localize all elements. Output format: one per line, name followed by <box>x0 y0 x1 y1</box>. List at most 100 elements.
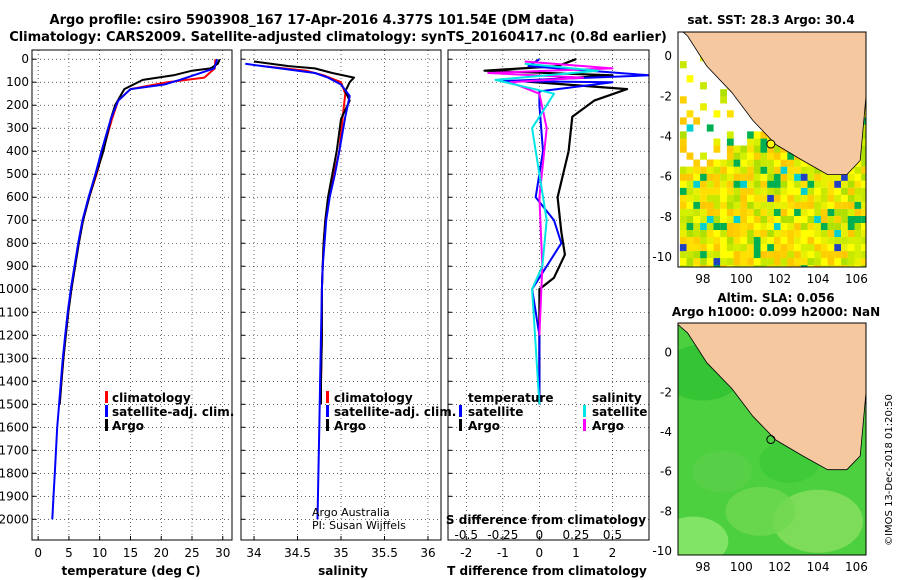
sst-cell <box>773 152 781 160</box>
sal-argo-line <box>253 60 355 405</box>
sst-map-body <box>678 32 866 267</box>
sst-cell <box>753 208 761 216</box>
sla-map: 98 100 102 104 106 0 -2 -4 -6 -8 -10 <box>652 322 868 574</box>
sst-cell <box>713 215 721 223</box>
sst-cell <box>693 265 701 267</box>
x-tick-label: 15 <box>123 546 138 560</box>
sst-cell <box>814 265 821 267</box>
sst-cell <box>767 159 774 167</box>
sst-cell <box>814 215 821 223</box>
sst-cell <box>807 208 815 216</box>
sst-cell <box>800 243 808 252</box>
sst-cell <box>706 250 714 259</box>
sst-cell <box>679 265 687 267</box>
sst-cell <box>747 166 754 174</box>
sst-cell <box>706 180 714 188</box>
sst-cell <box>753 229 761 237</box>
sst-cell <box>780 159 788 167</box>
sst-cell <box>827 236 835 245</box>
sst-cell <box>794 215 801 223</box>
sst-cell <box>773 173 781 181</box>
sst-cell <box>713 159 721 167</box>
sst-cell <box>720 159 727 167</box>
sst-cell <box>820 265 828 267</box>
sst-cell <box>827 258 835 266</box>
sst-cell <box>700 243 707 252</box>
sst-cell <box>773 236 781 245</box>
sst-cell <box>733 229 741 237</box>
sst-cell <box>700 222 707 230</box>
header-line1: Argo profile: csiro 5903908_167 17-Apr-2… <box>50 13 575 28</box>
sst-cell <box>847 180 855 188</box>
legend-argo-swatch <box>105 419 108 431</box>
sst-cell <box>693 250 701 259</box>
sst-cell <box>841 208 848 216</box>
sst-cell <box>834 201 842 209</box>
sst-cell <box>780 208 788 216</box>
x-tick-label: 20 <box>154 546 169 560</box>
sst-cell <box>726 236 734 245</box>
sst-cell <box>720 265 727 267</box>
sst-cell <box>787 180 795 188</box>
sst-cell <box>773 187 781 195</box>
sst-cell <box>827 194 835 202</box>
sst-cell <box>780 229 788 237</box>
sst-cell <box>847 187 855 195</box>
sst-cell <box>679 187 687 195</box>
sst-cell <box>713 229 721 237</box>
sst-cell <box>740 236 748 245</box>
sst-cell <box>720 243 727 252</box>
sst-cell <box>854 265 862 267</box>
sst-cell <box>814 243 821 252</box>
sst-cell <box>747 265 754 267</box>
sst-cell <box>760 229 768 237</box>
sst-cell <box>700 265 707 267</box>
sst-cell <box>787 258 795 266</box>
sst-cell <box>679 138 687 146</box>
y-tick-label: 800 <box>6 236 29 250</box>
sst-cell <box>686 124 694 132</box>
sst-cell <box>747 152 754 160</box>
sst-cell <box>773 159 781 167</box>
sst-cell <box>820 236 828 245</box>
sst-cell <box>800 187 808 195</box>
sst-cell <box>861 159 866 167</box>
sst-cell <box>706 166 714 174</box>
sst-cell <box>686 173 694 181</box>
sst-cell <box>794 180 801 188</box>
sst-cell <box>747 201 754 209</box>
argo-line <box>58 58 221 405</box>
sst-cell <box>760 138 768 146</box>
sst-cell <box>679 173 687 181</box>
sst-cell <box>834 243 842 252</box>
sst-cell <box>693 173 701 181</box>
sst-cell <box>679 258 687 266</box>
sst-cell <box>814 166 821 174</box>
sst-cell <box>861 215 866 223</box>
sst-cell <box>726 208 734 216</box>
sst-cell <box>747 180 754 188</box>
plot-frame <box>31 49 233 541</box>
sst-cell <box>700 236 707 245</box>
sst-cell <box>827 180 835 188</box>
temperature-xlabel: temperature (deg C) <box>62 564 201 578</box>
sst-cell <box>780 222 788 230</box>
sst-cell <box>847 243 855 252</box>
sst-cell <box>713 166 721 174</box>
sst-cell <box>861 173 866 181</box>
y-tick-label: 1500 <box>0 397 29 411</box>
sst-cell <box>787 152 795 160</box>
sst-cell <box>679 250 687 259</box>
sst-cell <box>787 159 795 167</box>
temperature-legend: climatology satellite-adj. clim. Argo <box>105 391 234 433</box>
sst-cell <box>767 208 774 216</box>
sst-cell <box>787 222 795 230</box>
sst-cell <box>760 265 768 267</box>
sst-cell <box>726 201 734 209</box>
sst-cell <box>740 201 748 209</box>
sst-cell <box>753 152 761 160</box>
diff-legend-salinity: salinity <box>592 391 642 405</box>
y-tick-label: 600 <box>6 190 29 204</box>
sst-cell <box>693 208 701 216</box>
diff-legend-t-argo: Argo <box>468 419 500 433</box>
